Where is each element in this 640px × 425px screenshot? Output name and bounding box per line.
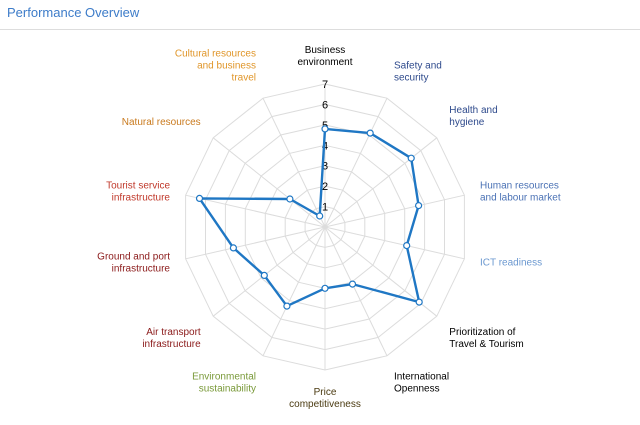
spoke-1 bbox=[324, 97, 388, 228]
tick-label-6: 6 bbox=[322, 99, 328, 111]
data-point-4[interactable] bbox=[403, 242, 411, 250]
spoke-2 bbox=[324, 137, 438, 228]
spoke-8 bbox=[262, 226, 326, 357]
tick-label-7: 7 bbox=[322, 79, 328, 91]
category-label-1: Safety and security bbox=[394, 61, 442, 84]
data-point-8[interactable] bbox=[283, 302, 291, 310]
title-divider bbox=[0, 29, 640, 30]
spoke-10 bbox=[185, 226, 326, 260]
category-label-12: Natural resources bbox=[122, 117, 201, 128]
data-point-12[interactable] bbox=[286, 195, 294, 203]
data-point-5[interactable] bbox=[415, 298, 423, 306]
category-label-9: Air transport infrastructure bbox=[142, 327, 201, 350]
category-label-13: Cultural resources and business travel bbox=[175, 49, 256, 84]
category-label-2: Health and hygiene bbox=[449, 105, 497, 128]
category-label-6: International Openness bbox=[394, 371, 449, 394]
spoke-6 bbox=[324, 226, 388, 357]
tick-label-3: 3 bbox=[322, 161, 328, 173]
tick-label-1: 1 bbox=[322, 202, 328, 214]
data-point-7[interactable] bbox=[321, 284, 329, 292]
radar-grid bbox=[185, 83, 465, 371]
data-point-10[interactable] bbox=[229, 244, 237, 252]
category-labels: Business environment Safety and security Hea… bbox=[97, 45, 561, 410]
tick-label-2: 2 bbox=[322, 181, 328, 193]
spoke-4 bbox=[324, 226, 465, 260]
series-layer bbox=[195, 125, 423, 310]
data-point-0[interactable] bbox=[321, 125, 329, 133]
category-label-5: Prioritization of Travel & Tourism bbox=[449, 327, 523, 350]
data-point-2[interactable] bbox=[407, 154, 415, 162]
data-point-6[interactable] bbox=[348, 280, 357, 288]
data-point-3[interactable] bbox=[415, 202, 423, 210]
category-label-0: Business environment bbox=[297, 45, 352, 68]
spoke-12 bbox=[212, 137, 326, 228]
data-point-1[interactable] bbox=[366, 129, 374, 137]
category-label-4: ICT readiness bbox=[480, 257, 542, 268]
spoke-11 bbox=[185, 194, 326, 228]
spoke-13 bbox=[262, 97, 326, 228]
spoke-9 bbox=[212, 226, 326, 317]
data-point-13[interactable] bbox=[316, 212, 324, 220]
data-point-11[interactable] bbox=[195, 194, 204, 202]
page-title: Performance Overview bbox=[7, 5, 140, 20]
category-label-3: Human resources and labour market bbox=[480, 181, 561, 204]
spoke-3 bbox=[324, 194, 465, 228]
category-label-11: Tourist service infrastructure bbox=[106, 181, 170, 204]
data-point-9[interactable] bbox=[260, 271, 268, 279]
category-label-10: Ground and port infrastructure bbox=[97, 251, 170, 274]
category-label-7: Price competitiveness bbox=[289, 387, 361, 410]
category-label-8: Environmental sustainability bbox=[192, 371, 256, 394]
